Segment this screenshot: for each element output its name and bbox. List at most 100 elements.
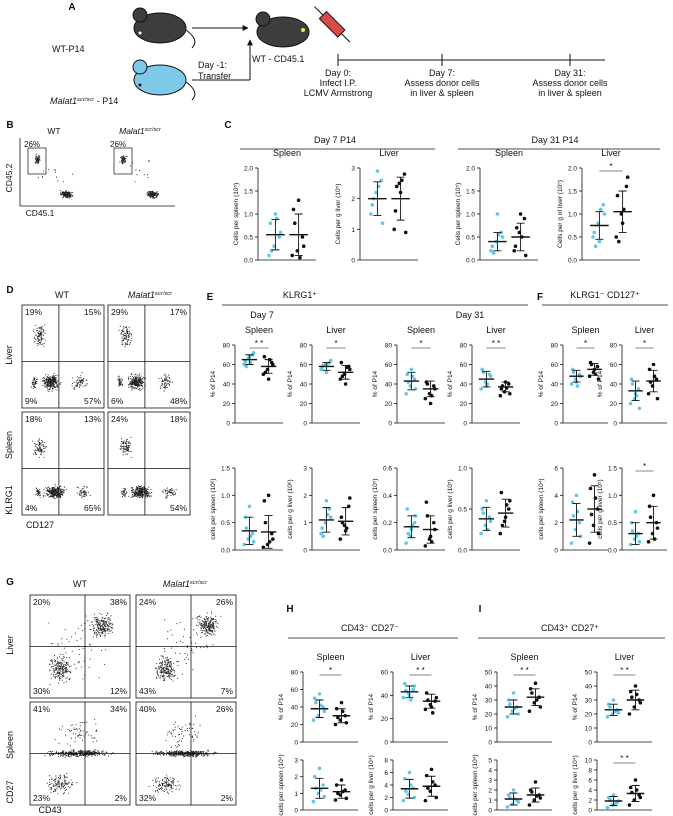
event-dot <box>125 453 127 455</box>
event-dot <box>199 619 201 621</box>
event-dot <box>168 490 171 493</box>
event-dot <box>103 631 105 633</box>
event-dot <box>170 664 172 666</box>
event-dot <box>57 782 59 784</box>
event-dot <box>122 338 124 340</box>
event-dot <box>61 679 63 681</box>
event-dot <box>132 382 134 384</box>
quadrant-percent: 40% <box>139 704 156 714</box>
event-dot <box>167 780 170 782</box>
event-dot <box>37 177 39 179</box>
event-dot <box>80 754 83 756</box>
event-dot <box>148 159 150 162</box>
event-dot <box>128 334 130 336</box>
event-dot <box>56 380 58 382</box>
event-dot <box>137 489 139 491</box>
event-dot <box>125 441 127 443</box>
event-dot <box>47 387 49 389</box>
event-dot <box>128 445 130 447</box>
event-dot <box>60 488 62 490</box>
event-dot <box>121 385 124 387</box>
event-dot <box>69 195 71 197</box>
event-dot <box>95 730 98 732</box>
event-dot <box>83 660 85 662</box>
data-point <box>570 500 575 504</box>
event-dot <box>201 620 203 623</box>
event-dot <box>165 497 167 499</box>
event-dot <box>69 666 71 668</box>
data-point <box>630 529 635 533</box>
y-axis-label: % of P14 <box>210 370 217 397</box>
data-point <box>403 230 408 235</box>
y-tick-label: 80 <box>223 343 231 350</box>
event-dot <box>66 197 68 199</box>
event-dot <box>186 647 188 649</box>
data-point <box>488 519 493 524</box>
row-label: Liver <box>5 635 15 655</box>
y-axis-label: Cells per spleen (10⁵) <box>233 183 240 246</box>
event-dot <box>181 751 183 753</box>
event-dot <box>204 627 206 629</box>
event-dot <box>53 669 56 671</box>
event-dot <box>138 378 140 381</box>
event-dot <box>40 448 42 450</box>
day-label: Day 7 <box>250 310 274 320</box>
event-dot <box>43 329 45 331</box>
event-dot <box>60 666 62 668</box>
event-dot <box>60 383 62 385</box>
data-point <box>348 367 352 372</box>
event-dot <box>43 442 45 444</box>
event-dot <box>79 728 81 730</box>
event-dot <box>81 381 83 383</box>
event-dot <box>109 620 111 622</box>
event-dot <box>124 490 126 492</box>
event-dot <box>211 618 213 620</box>
event-dot <box>34 449 36 451</box>
event-dot <box>169 785 172 787</box>
event-dot <box>126 342 128 344</box>
event-dot <box>193 724 195 726</box>
event-dot <box>48 391 50 393</box>
event-dot <box>96 622 98 624</box>
event-dot <box>165 671 167 673</box>
event-dot <box>43 382 45 384</box>
event-dot <box>81 496 83 498</box>
event-dot <box>38 441 40 443</box>
event-dot <box>43 377 46 379</box>
event-dot <box>83 492 86 494</box>
event-dot <box>176 750 178 752</box>
y-tick-label: 40 <box>291 705 299 712</box>
event-dot <box>136 379 139 381</box>
event-dot <box>174 729 176 731</box>
event-dot <box>101 613 103 615</box>
event-dot <box>104 625 106 627</box>
event-dot <box>51 777 53 779</box>
event-dot <box>120 380 122 383</box>
sd-bar <box>482 506 491 531</box>
event-dot <box>61 782 63 784</box>
event-dot <box>149 190 151 193</box>
event-dot <box>167 380 169 382</box>
event-dot <box>59 674 61 676</box>
y-axis-label: cells per g liver (10⁶) <box>287 479 294 538</box>
event-dot <box>37 448 39 450</box>
event-dot <box>127 343 129 345</box>
event-dot <box>214 630 216 632</box>
event-dot <box>53 377 55 379</box>
data-point <box>324 370 329 375</box>
event-dot <box>202 755 204 757</box>
event-dot <box>56 673 58 675</box>
event-dot <box>85 495 87 497</box>
event-dot <box>75 381 77 383</box>
event-dot <box>173 781 175 783</box>
event-dot <box>211 611 213 613</box>
panel-label: E <box>207 292 214 303</box>
event-dot <box>154 779 157 781</box>
y-tick-label: 20 <box>460 401 468 408</box>
event-dot <box>169 675 171 677</box>
event-dot <box>150 192 152 195</box>
event-dot <box>102 619 104 621</box>
event-dot <box>165 493 167 495</box>
event-dot <box>71 191 73 193</box>
data-point <box>651 362 656 367</box>
